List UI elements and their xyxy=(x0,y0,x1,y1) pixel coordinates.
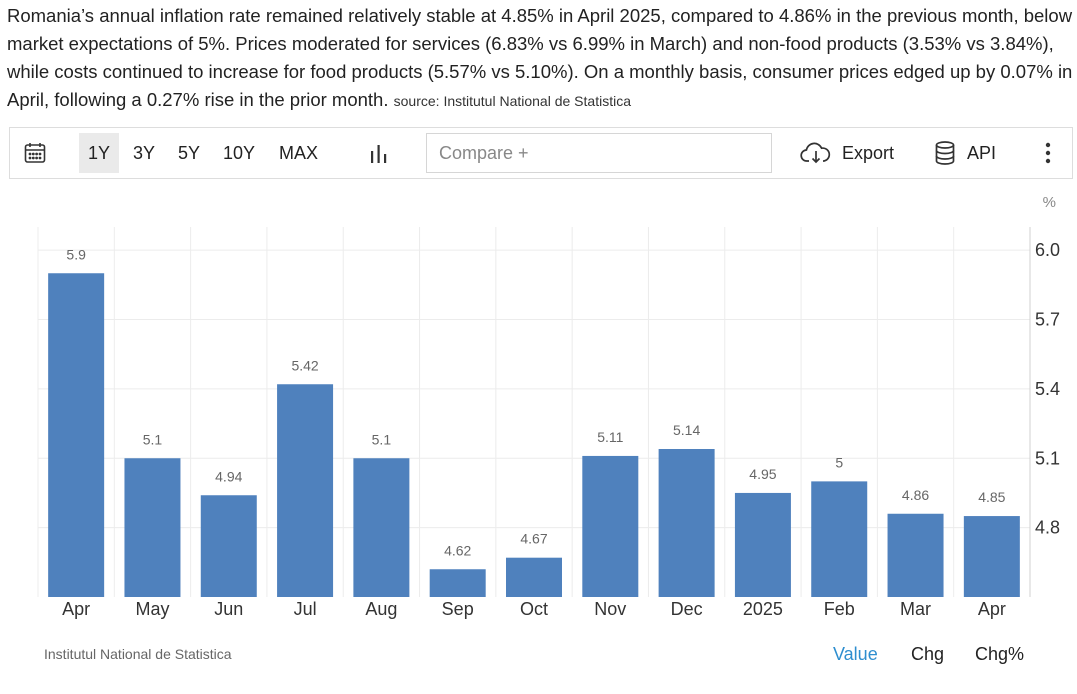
bar xyxy=(734,492,791,597)
view-chg-button[interactable]: Chg xyxy=(911,644,945,664)
x-tick-label: Apr xyxy=(978,599,1006,619)
range-max-button[interactable]: MAX xyxy=(279,142,319,163)
database-icon xyxy=(935,141,955,165)
api-button[interactable]: API xyxy=(934,128,1006,178)
bar xyxy=(582,455,639,597)
bar-value-label: 5.1 xyxy=(143,431,163,447)
y-tick-label: 5.1 xyxy=(1035,448,1060,468)
chart-bars xyxy=(48,273,1020,597)
cloud-download-icon xyxy=(800,142,831,164)
bar-value-label: 4.67 xyxy=(520,531,547,547)
bar xyxy=(200,495,257,597)
bar-chart-icon[interactable] xyxy=(365,128,393,178)
bar xyxy=(353,458,410,597)
range-1y-button[interactable]: 1Y xyxy=(79,133,120,173)
bar xyxy=(811,481,868,597)
view-value-button[interactable]: Value xyxy=(833,644,878,664)
y-tick-label: 5.7 xyxy=(1035,310,1060,330)
bar-value-label: 4.62 xyxy=(444,542,471,558)
bar-value-label: 4.94 xyxy=(215,468,242,484)
x-tick-label: 2025 xyxy=(743,599,783,619)
x-tick-label: Oct xyxy=(520,599,548,619)
x-tick-label: Sep xyxy=(442,599,474,619)
y-axis-unit: % xyxy=(1043,194,1056,211)
x-tick-label: Jun xyxy=(214,599,243,619)
y-tick-label: 6.0 xyxy=(1035,240,1060,260)
x-tick-label: Feb xyxy=(824,599,855,619)
bar xyxy=(429,569,486,597)
bar-value-label: 4.85 xyxy=(978,489,1005,505)
chart-y-axis: 4.8 5.1 5.4 5.7 6.0 xyxy=(1035,240,1060,538)
x-tick-label: Mar xyxy=(900,599,931,619)
bar xyxy=(124,458,181,597)
range-5y-button[interactable]: 5Y xyxy=(178,142,201,163)
bar xyxy=(277,384,334,597)
bar-value-label: 5.11 xyxy=(597,429,623,445)
x-tick-label: Dec xyxy=(671,599,703,619)
bar-value-label: 5.14 xyxy=(673,422,700,438)
bar-value-label: 5.42 xyxy=(291,357,318,373)
api-label: API xyxy=(967,142,997,163)
x-tick-label: Apr xyxy=(62,599,90,619)
chart-x-axis: Apr May Jun Jul Aug Sep Oct Nov Dec 2025 Feb Mar Apr xyxy=(62,599,1006,619)
bar-value-label: 4.95 xyxy=(749,466,776,482)
y-tick-label: 4.8 xyxy=(1035,518,1060,538)
x-tick-label: May xyxy=(135,599,169,619)
export-button[interactable]: Export xyxy=(800,128,900,178)
range-3y-button[interactable]: 3Y xyxy=(133,142,156,163)
range-10y-button[interactable]: 10Y xyxy=(223,142,256,163)
description-text: Romania’s annual inflation rate remained… xyxy=(7,5,1073,110)
bar xyxy=(963,516,1020,597)
footer-source: Institutul National de Statistica xyxy=(44,646,232,662)
bar xyxy=(48,273,105,597)
bar-value-label: 5 xyxy=(835,454,843,470)
y-tick-label: 5.4 xyxy=(1035,379,1060,399)
calendar-icon[interactable] xyxy=(18,128,52,178)
x-tick-label: Nov xyxy=(594,599,626,619)
bar-value-label: 4.86 xyxy=(902,487,929,503)
description: Romania’s annual inflation rate remained… xyxy=(7,2,1073,115)
chart-grid xyxy=(37,227,1031,597)
export-label: Export xyxy=(842,142,895,163)
compare-input[interactable] xyxy=(426,133,772,173)
bar-value-label: 5.9 xyxy=(66,246,86,262)
x-tick-label: Aug xyxy=(365,599,397,619)
chart-toolbar: 1Y 3Y 5Y 10Y MAX Export API xyxy=(9,127,1073,179)
bar xyxy=(887,513,944,597)
bar-value-label: 5.1 xyxy=(372,431,392,447)
chart-value-labels: 5.9 5.1 4.94 5.42 5.1 4.62 4.67 5.11 5.14 4.95 5 4.… xyxy=(66,246,1005,558)
view-chg-percent-button[interactable]: Chg% xyxy=(975,644,1025,664)
description-source: source: Institutul National de Statistic… xyxy=(393,93,631,109)
bar xyxy=(658,449,715,597)
inflation-bar-chart: 5.9 5.1 4.94 5.42 5.1 4.62 4.67 5.11 5.14 4.95 5 4.… xyxy=(37,194,1060,619)
more-vertical-icon[interactable] xyxy=(1036,128,1060,178)
bar xyxy=(506,557,562,597)
x-tick-label: Jul xyxy=(294,599,317,619)
